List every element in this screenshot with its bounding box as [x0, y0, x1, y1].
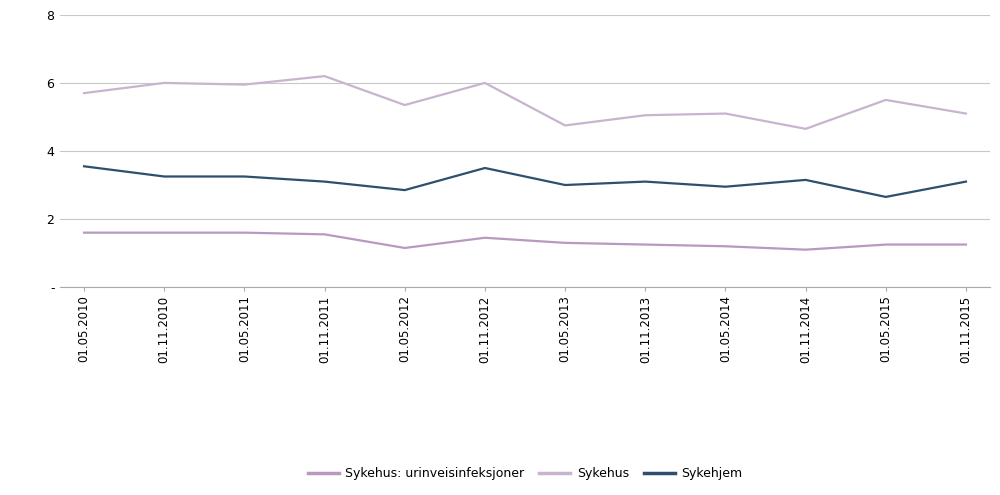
Sykehjem — [399, 187, 411, 193]
Sykehus — [238, 82, 250, 88]
Sykehus — [800, 126, 812, 132]
Sykehus: urinveisinfeksjoner: (4, 1.15): urinveisinfeksjoner: (4, 1.15) — [399, 245, 411, 251]
Sykehjem — [319, 179, 331, 185]
Sykehus: urinveisinfeksjoner: (2, 1.6): urinveisinfeksjoner: (2, 1.6) — [238, 230, 250, 236]
Sykehus — [719, 110, 731, 116]
Sykehus: urinveisinfeksjoner: (6, 1.3): urinveisinfeksjoner: (6, 1.3) — [559, 240, 571, 246]
Sykehjem — [639, 179, 651, 185]
Sykehus: urinveisinfeksjoner: (9, 1.1): urinveisinfeksjoner: (9, 1.1) — [800, 247, 812, 252]
Sykehus — [319, 73, 331, 79]
Sykehjem — [800, 177, 812, 183]
Sykehus — [559, 122, 571, 128]
Sykehus — [399, 102, 411, 108]
Sykehus: urinveisinfeksjoner: (3, 1.55): urinveisinfeksjoner: (3, 1.55) — [319, 231, 331, 237]
Sykehus — [880, 97, 892, 103]
Sykehjem — [78, 163, 90, 169]
Sykehus: urinveisinfeksjoner: (0, 1.6): urinveisinfeksjoner: (0, 1.6) — [78, 230, 90, 236]
Sykehus — [960, 110, 972, 116]
Sykehus — [158, 80, 170, 86]
Line: Sykehus: Sykehus — [84, 76, 966, 129]
Sykehus — [639, 112, 651, 118]
Sykehus: urinveisinfeksjoner: (10, 1.25): urinveisinfeksjoner: (10, 1.25) — [880, 242, 892, 248]
Sykehus — [479, 80, 491, 86]
Sykehjem — [559, 182, 571, 188]
Sykehjem — [479, 165, 491, 171]
Sykehus: urinveisinfeksjoner: (1, 1.6): urinveisinfeksjoner: (1, 1.6) — [158, 230, 170, 236]
Line: Sykehjem: Sykehjem — [84, 166, 966, 197]
Sykehus — [78, 90, 90, 96]
Sykehjem — [238, 174, 250, 180]
Sykehjem — [158, 174, 170, 180]
Sykehus: urinveisinfeksjoner: (7, 1.25): urinveisinfeksjoner: (7, 1.25) — [639, 242, 651, 248]
Legend: Sykehus: urinveisinfeksjoner, Sykehus, Sykehjem: Sykehus: urinveisinfeksjoner, Sykehus, S… — [303, 462, 747, 485]
Sykehjem — [880, 194, 892, 200]
Sykehjem — [719, 184, 731, 190]
Sykehus: urinveisinfeksjoner: (8, 1.2): urinveisinfeksjoner: (8, 1.2) — [719, 244, 731, 249]
Sykehus: urinveisinfeksjoner: (5, 1.45): urinveisinfeksjoner: (5, 1.45) — [479, 235, 491, 241]
Line: Sykehus: urinveisinfeksjoner: Sykehus: urinveisinfeksjoner — [84, 233, 966, 249]
Sykehjem — [960, 179, 972, 185]
Sykehus: urinveisinfeksjoner: (11, 1.25): urinveisinfeksjoner: (11, 1.25) — [960, 242, 972, 248]
